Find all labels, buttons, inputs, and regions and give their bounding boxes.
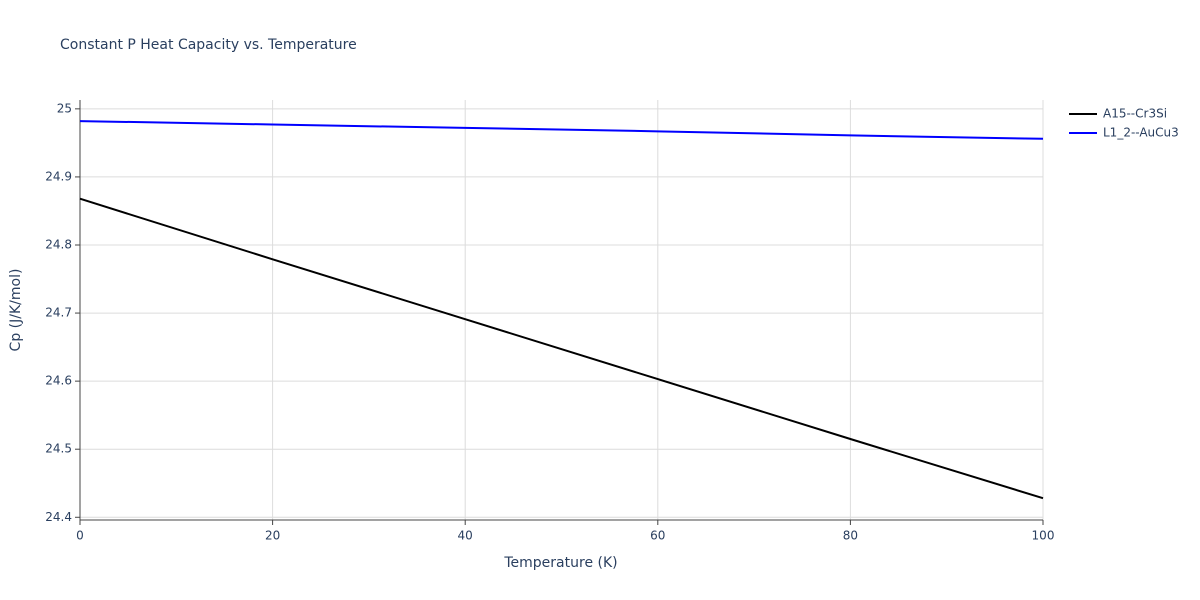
series-line <box>79 120 1044 140</box>
y-axis-label: Cp (J/K/mol) <box>8 269 24 352</box>
x-tick-label: 100 <box>1032 529 1055 543</box>
series-line <box>79 197 1044 500</box>
y-tick-label: 24.5 <box>45 442 72 456</box>
y-tick-label: 24.4 <box>45 510 72 524</box>
legend-label: A15--Cr3Si <box>1103 107 1167 121</box>
y-tick-label: 24.7 <box>45 306 72 320</box>
x-tick-label: 0 <box>76 529 84 543</box>
y-tick-label: 24.6 <box>45 374 72 388</box>
y-tick-label: 24.9 <box>45 169 72 183</box>
x-tick-label: 40 <box>458 529 473 543</box>
x-tick-label: 20 <box>265 529 280 543</box>
x-axis-label: Temperature (K) <box>503 555 617 571</box>
legend-label: L1_2--AuCu3 <box>1103 126 1179 140</box>
x-tick-label: 80 <box>843 529 858 543</box>
y-tick-label: 25 <box>57 101 72 115</box>
x-tick-label: 60 <box>650 529 665 543</box>
y-tick-label: 24.8 <box>45 237 72 251</box>
chart-title: Constant P Heat Capacity vs. Temperature <box>60 37 357 53</box>
